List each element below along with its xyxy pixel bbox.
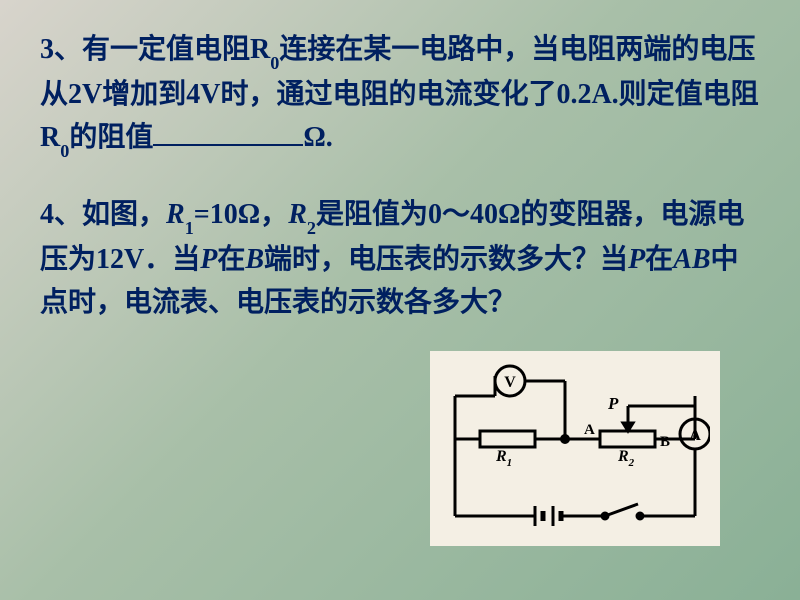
ammeter-label: A bbox=[689, 427, 701, 444]
q3-unit: Ω. bbox=[303, 122, 332, 153]
q3-prefix: 3、有一定值电阻R bbox=[40, 34, 270, 65]
q4-b1: B bbox=[245, 244, 264, 275]
q3-sub-a: 0 bbox=[270, 53, 279, 73]
q3-blank bbox=[153, 118, 303, 146]
q4-t2: 端时，电压表的示数多大？当 bbox=[264, 244, 628, 275]
diagram-container: V A R1 R2 A B P bbox=[40, 351, 760, 546]
b-end-label: B bbox=[660, 434, 670, 450]
r2-label: R bbox=[617, 448, 629, 465]
svg-text:R2: R2 bbox=[617, 448, 635, 469]
q3-mid2: 的阻值 bbox=[69, 122, 153, 153]
q4-p1: P bbox=[200, 244, 217, 275]
question-4: 4、如图，R1=10Ω，R2是阻值为0～40Ω的变阻器，电源电压为12V．当P在… bbox=[40, 193, 760, 325]
q3-sub-b: 0 bbox=[60, 141, 69, 161]
q4-ab: AB bbox=[673, 244, 710, 275]
r1-sub-label: 1 bbox=[507, 457, 513, 469]
q4-t1: 在 bbox=[217, 244, 245, 275]
q4-p2: P bbox=[628, 244, 645, 275]
q4-r1-val: =10Ω， bbox=[194, 199, 288, 230]
q4-prefix: 4、如图， bbox=[40, 199, 166, 230]
q4-r1-sub: 1 bbox=[185, 218, 194, 238]
r2-sub-label: 2 bbox=[628, 457, 635, 469]
circuit-diagram: V A R1 R2 A B P bbox=[430, 351, 720, 546]
svg-text:R1: R1 bbox=[495, 448, 512, 469]
question-3: 3、有一定值电阻R0连接在某一电路中，当电阻两端的电压从2V增加到4V时，通过电… bbox=[40, 28, 760, 161]
a-end-label: A bbox=[584, 422, 595, 438]
p-label: P bbox=[607, 394, 619, 413]
r1-label: R bbox=[495, 448, 507, 465]
q4-r1-sym: R bbox=[166, 199, 185, 230]
q4-r2-sub: 2 bbox=[307, 218, 316, 238]
q4-t3: 在 bbox=[645, 244, 673, 275]
voltmeter-label: V bbox=[504, 374, 516, 391]
q4-r2-sym: R bbox=[288, 199, 307, 230]
